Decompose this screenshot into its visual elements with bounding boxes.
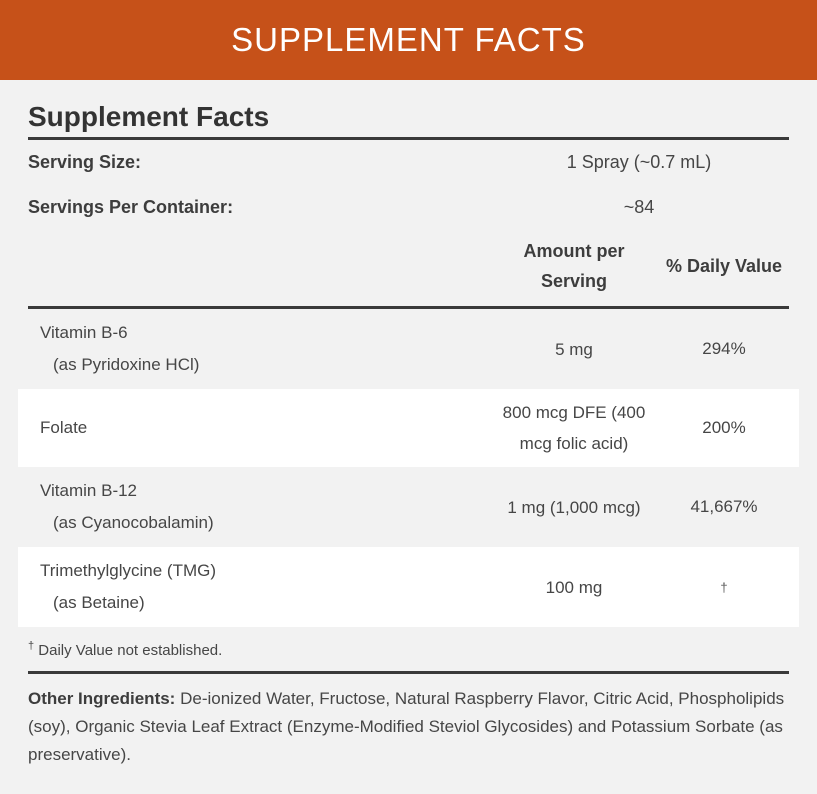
nutrient-table: Vitamin B-6 (as Pyridoxine HCl) 5 mg 294… bbox=[18, 309, 799, 627]
other-ingredients-text: De-ionized Water, Fructose, Natural Rasp… bbox=[28, 689, 785, 764]
nutrient-daily-value: 200% bbox=[702, 418, 746, 437]
nutrient-daily-value: 294% bbox=[702, 339, 746, 358]
column-header-daily-value: % Daily Value bbox=[665, 256, 783, 276]
divider-bottom bbox=[28, 671, 789, 674]
table-row-vitamin-b12: Vitamin B-12 (as Cyanocobalamin) 1 mg (1… bbox=[18, 467, 799, 547]
other-ingredients-label: Other Ingredients: bbox=[28, 689, 176, 708]
servings-per-container-value: ~84 bbox=[623, 197, 655, 217]
table-row-trimethylglycine: Trimethylglycine (TMG) (as Betaine) 100 … bbox=[18, 547, 799, 627]
panel-heading: Supplement Facts bbox=[28, 101, 270, 132]
nutrient-name-cell: Vitamin B-6 (as Pyridoxine HCl) bbox=[40, 317, 489, 381]
footnote-text: Daily Value not established. bbox=[38, 642, 223, 659]
banner-title: SUPPLEMENT FACTS bbox=[231, 21, 586, 58]
nutrient-source: (as Pyridoxine HCl) bbox=[53, 355, 200, 374]
nutrient-amount: 800 mcg DFE (400 mcg folic acid) bbox=[502, 403, 646, 453]
nutrient-source: (as Betaine) bbox=[53, 593, 145, 612]
nutrient-name-cell: Folate bbox=[40, 412, 489, 444]
nutrient-name: Vitamin B-6 bbox=[40, 323, 128, 342]
divider-top bbox=[28, 137, 789, 140]
supplement-facts-banner: SUPPLEMENT FACTS bbox=[0, 0, 817, 80]
servings-per-container-label: Servings Per Container: bbox=[28, 197, 234, 217]
serving-size-value: 1 Spray (~0.7 mL) bbox=[566, 152, 712, 172]
nutrient-name: Folate bbox=[40, 418, 88, 437]
supplement-facts-panel: Supplement Facts Serving Size: 1 Spray (… bbox=[0, 80, 817, 769]
nutrient-amount: 100 mg bbox=[545, 577, 603, 597]
table-row-folate: Folate 800 mcg DFE (400 mcg folic acid) … bbox=[18, 389, 799, 467]
table-row-vitamin-b6: Vitamin B-6 (as Pyridoxine HCl) 5 mg 294… bbox=[18, 309, 799, 389]
divider-table-top bbox=[28, 306, 789, 309]
daily-value-footnote: † Daily Value not established. bbox=[18, 627, 799, 671]
servings-per-container-row: Servings Per Container: ~84 bbox=[18, 185, 799, 230]
column-header-amount: Amount per Serving bbox=[489, 236, 659, 296]
serving-size-row: Serving Size: 1 Spray (~0.7 mL) bbox=[18, 140, 799, 185]
dagger-symbol: † bbox=[28, 640, 35, 652]
nutrient-amount: 1 mg (1,000 mcg) bbox=[507, 497, 641, 517]
nutrient-daily-value: † bbox=[720, 579, 728, 595]
column-header-amount-label: Amount per Serving bbox=[523, 241, 625, 291]
nutrient-amount: 5 mg bbox=[555, 339, 593, 359]
table-header-row: Amount per Serving % Daily Value bbox=[18, 230, 799, 306]
nutrient-daily-value: 41,667% bbox=[690, 497, 758, 516]
nutrient-source: (as Cyanocobalamin) bbox=[53, 513, 214, 532]
other-ingredients-section: Other Ingredients: De-ionized Water, Fru… bbox=[18, 674, 799, 769]
nutrient-name-cell: Trimethylglycine (TMG) (as Betaine) bbox=[40, 555, 489, 619]
serving-size-label: Serving Size: bbox=[28, 152, 142, 172]
nutrient-name: Trimethylglycine (TMG) bbox=[40, 561, 216, 580]
nutrient-name: Vitamin B-12 bbox=[40, 481, 138, 500]
nutrient-name-cell: Vitamin B-12 (as Cyanocobalamin) bbox=[40, 475, 489, 539]
